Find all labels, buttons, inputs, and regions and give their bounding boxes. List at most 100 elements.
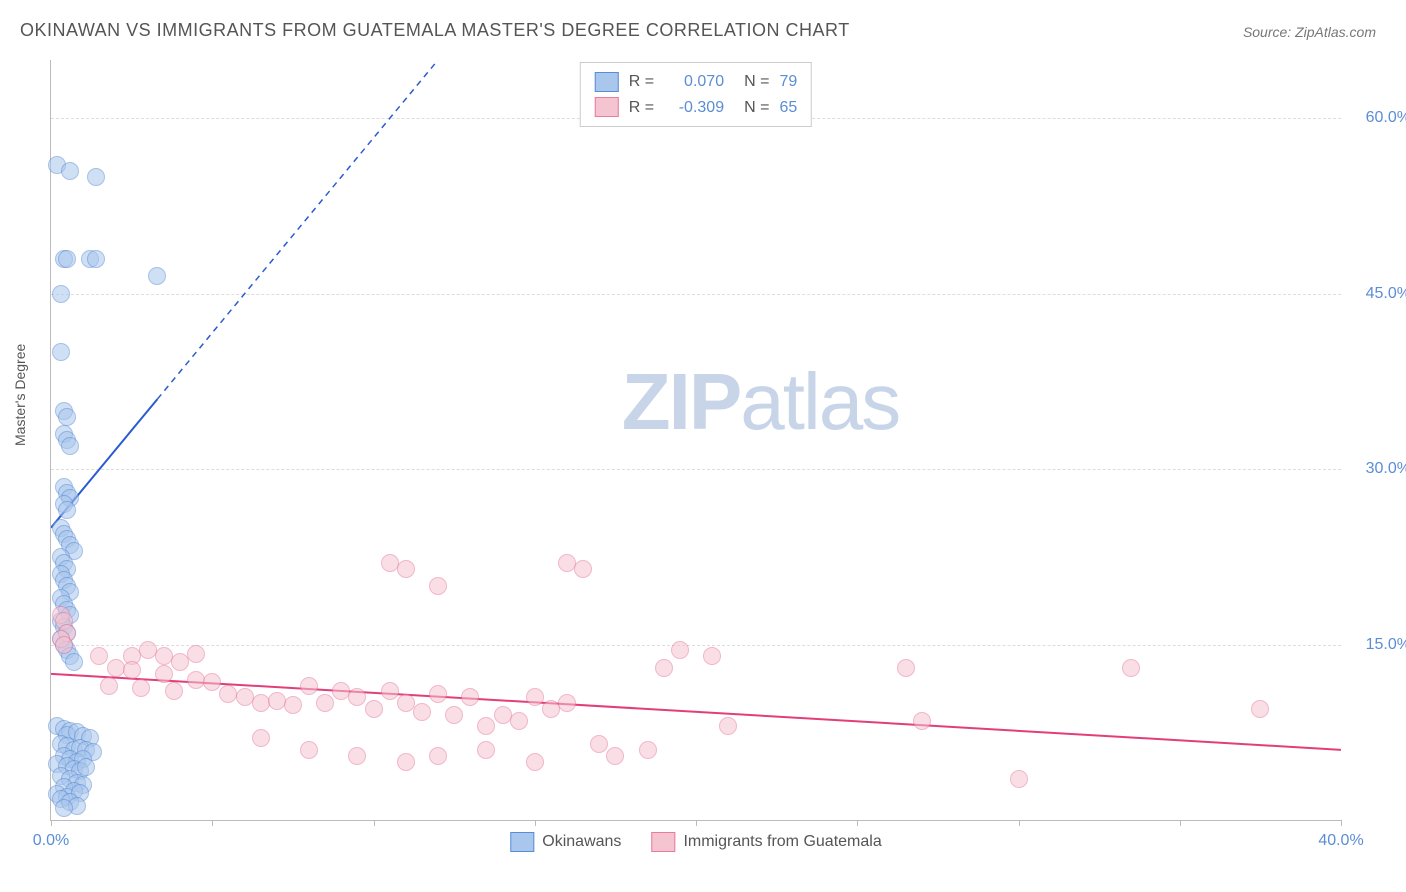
scatter-point — [461, 688, 479, 706]
y-tick: 30.0% — [1366, 460, 1406, 478]
source-attribution: Source: ZipAtlas.com — [1243, 24, 1376, 40]
trend-line — [51, 674, 1341, 750]
scatter-point — [590, 735, 608, 753]
scatter-point — [348, 688, 366, 706]
x-tick-mark — [212, 820, 213, 826]
scatter-point — [526, 688, 544, 706]
scatter-point — [510, 712, 528, 730]
scatter-point — [397, 560, 415, 578]
y-axis-label: Master's Degree — [12, 344, 28, 446]
legend-row: R =-0.309N =65 — [595, 95, 797, 121]
legend-row: R = 0.070 N = 79 — [595, 69, 797, 95]
x-tick-mark — [696, 820, 697, 826]
legend-swatch — [510, 832, 534, 852]
x-tick-mark — [1019, 820, 1020, 826]
scatter-point — [87, 250, 105, 268]
scatter-point — [381, 682, 399, 700]
scatter-point — [203, 673, 221, 691]
scatter-point — [58, 501, 76, 519]
gridline — [51, 294, 1341, 295]
x-tick-mark — [535, 820, 536, 826]
x-tick-mark — [857, 820, 858, 826]
scatter-point — [58, 408, 76, 426]
x-tick-mark — [1180, 820, 1181, 826]
scatter-point — [171, 653, 189, 671]
trend-line — [157, 60, 438, 399]
scatter-point — [61, 162, 79, 180]
x-tick: 0.0% — [33, 832, 69, 850]
scatter-point — [148, 267, 166, 285]
scatter-point — [300, 741, 318, 759]
gridline — [51, 645, 1341, 646]
legend-n-label: N = — [744, 69, 769, 95]
legend-series-label: Okinawans — [542, 833, 621, 851]
scatter-point — [445, 706, 463, 724]
scatter-point — [55, 636, 73, 654]
legend-r-value: -0.309 — [664, 95, 724, 121]
scatter-point — [55, 799, 73, 817]
scatter-point — [639, 741, 657, 759]
scatter-point — [477, 741, 495, 759]
scatter-point — [365, 700, 383, 718]
scatter-point — [671, 641, 689, 659]
scatter-point — [132, 679, 150, 697]
scatter-point — [606, 747, 624, 765]
scatter-point — [574, 560, 592, 578]
series-legend: Okinawans Immigrants from Guatemala — [510, 832, 881, 852]
scatter-point — [165, 682, 183, 700]
scatter-point — [477, 717, 495, 735]
scatter-point — [413, 703, 431, 721]
plot-area: ZIPatlas R =0.070N =79R =-0.309N =65 15.… — [50, 60, 1341, 821]
scatter-point — [252, 729, 270, 747]
scatter-point — [348, 747, 366, 765]
x-tick-mark — [1341, 820, 1342, 826]
scatter-point — [123, 661, 141, 679]
x-tick: 40.0% — [1318, 832, 1363, 850]
legend-swatch — [651, 832, 675, 852]
scatter-point — [100, 677, 118, 695]
scatter-point — [1122, 659, 1140, 677]
scatter-point — [90, 647, 108, 665]
legend-r-value: 0.070 — [664, 69, 724, 95]
legend-n-value: 79 — [779, 69, 797, 95]
scatter-point — [558, 694, 576, 712]
scatter-point — [655, 659, 673, 677]
legend-swatch — [595, 97, 619, 117]
gridline — [51, 469, 1341, 470]
scatter-point — [429, 747, 447, 765]
legend-r-label: R = — [629, 69, 654, 95]
scatter-point — [52, 285, 70, 303]
y-tick: 45.0% — [1366, 285, 1406, 303]
scatter-point — [52, 343, 70, 361]
scatter-point — [219, 685, 237, 703]
legend-item: Okinawans — [510, 832, 621, 852]
correlation-legend: R =0.070N =79R =-0.309N =65 — [580, 62, 812, 127]
scatter-point — [61, 437, 79, 455]
watermark: ZIPatlas — [622, 356, 899, 448]
scatter-point — [913, 712, 931, 730]
scatter-point — [897, 659, 915, 677]
scatter-point — [252, 694, 270, 712]
scatter-point — [87, 168, 105, 186]
watermark-zip: ZIP — [622, 357, 740, 446]
legend-series-label: Immigrants from Guatemala — [683, 833, 881, 851]
scatter-point — [1010, 770, 1028, 788]
scatter-point — [1251, 700, 1269, 718]
scatter-point — [397, 753, 415, 771]
scatter-point — [397, 694, 415, 712]
chart-title: OKINAWAN VS IMMIGRANTS FROM GUATEMALA MA… — [20, 20, 850, 41]
scatter-point — [526, 753, 544, 771]
scatter-point — [719, 717, 737, 735]
x-tick-mark — [374, 820, 375, 826]
scatter-point — [187, 645, 205, 663]
watermark-atlas: atlas — [740, 357, 899, 446]
scatter-point — [703, 647, 721, 665]
legend-item: Immigrants from Guatemala — [651, 832, 881, 852]
legend-r-label: R = — [629, 95, 654, 121]
scatter-point — [429, 685, 447, 703]
legend-n-label: N = — [744, 95, 769, 121]
scatter-point — [316, 694, 334, 712]
scatter-point — [65, 653, 83, 671]
x-tick-mark — [51, 820, 52, 826]
y-tick: 15.0% — [1366, 636, 1406, 654]
